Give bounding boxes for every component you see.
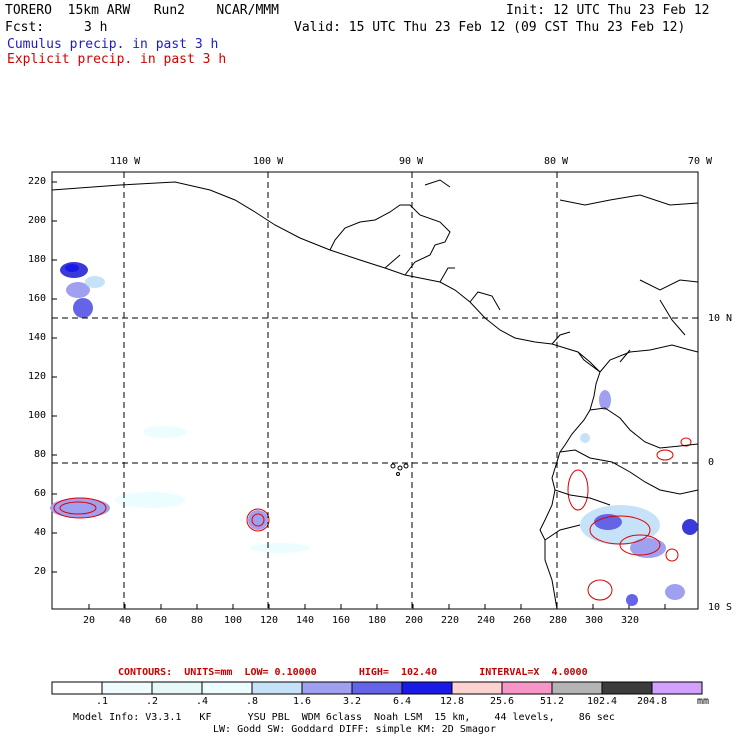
y-tick: 80 xyxy=(34,449,47,460)
model-info-line2: LW: Godd SW: Goddard DIFF: simple KM: 2D… xyxy=(213,724,496,735)
colorbar-tick-label: 51.2 xyxy=(539,696,565,707)
x-tick: 240 xyxy=(477,615,496,626)
colorbar-unit: mm xyxy=(697,696,710,707)
x-tick: 300 xyxy=(585,615,604,626)
model-title: TORERO 15km ARW Run2 NCAR/MMM xyxy=(5,3,279,18)
legend-explicit: Explicit precip. in past 3 h xyxy=(7,52,227,67)
colorbar-tick-label: .1 xyxy=(95,696,109,707)
lon-label-100w: 100 W xyxy=(253,156,284,167)
colorbar-tick-label: 1.6 xyxy=(292,696,312,707)
forecast-value: 3 h xyxy=(84,20,108,35)
colorbar-cell xyxy=(651,681,703,695)
colorbar-cell xyxy=(201,681,253,695)
colorbar-cell xyxy=(251,681,303,695)
lat-label-10s: 10 S xyxy=(708,602,733,613)
x-tick: 120 xyxy=(260,615,279,626)
legend-cumulus: Cumulus precip. in past 3 h xyxy=(7,37,219,52)
init-time: Init: 12 UTC Thu 23 Feb 12 xyxy=(506,3,710,18)
colorbar-cell xyxy=(351,681,403,695)
x-tick: 80 xyxy=(191,615,204,626)
galapagos-islands xyxy=(390,463,409,476)
colorbar-cell xyxy=(101,681,153,695)
x-tick: 280 xyxy=(549,615,568,626)
y-tick: 160 xyxy=(28,293,47,304)
colorbar-tick-label: .4 xyxy=(195,696,209,707)
coastlines xyxy=(51,179,699,610)
x-tick: 260 xyxy=(513,615,532,626)
colorbar-tick-label: .2 xyxy=(145,696,159,707)
x-tick: 100 xyxy=(224,615,243,626)
y-tick: 220 xyxy=(28,176,47,187)
colorbar-tick-label: 102.4 xyxy=(586,696,618,707)
x-tick: 40 xyxy=(119,615,132,626)
explicit-precip-contours xyxy=(53,437,692,601)
colorbar-cell xyxy=(601,681,653,695)
lon-label-70w: 70 W xyxy=(688,156,713,167)
colorbar-tick-label: .8 xyxy=(245,696,259,707)
y-tick: 180 xyxy=(28,254,47,265)
colorbar-tick-label: 204.8 xyxy=(636,696,668,707)
axis-ticks xyxy=(52,181,666,609)
y-tick: 100 xyxy=(28,410,47,421)
forecast-label: Fcst: xyxy=(5,20,45,35)
x-tick: 140 xyxy=(296,615,315,626)
contours-info: CONTOURS: UNITS=mm LOW= 0.10000 HIGH= 10… xyxy=(118,667,588,678)
y-tick: 200 xyxy=(28,215,47,226)
colorbar-tick-label: 3.2 xyxy=(342,696,362,707)
y-tick: 60 xyxy=(34,488,47,499)
x-tick: 180 xyxy=(368,615,387,626)
lon-label-90w: 90 W xyxy=(399,156,424,167)
y-tick: 120 xyxy=(28,371,47,382)
model-info-line1: Model Info: V3.3.1 KF YSU PBL WDM 6class… xyxy=(73,712,615,723)
colorbar-tick-label: 12.8 xyxy=(439,696,465,707)
colorbar-cell xyxy=(501,681,553,695)
x-tick: 220 xyxy=(441,615,460,626)
colorbar-tick-label: 25.6 xyxy=(489,696,515,707)
x-tick: 60 xyxy=(155,615,168,626)
colorbar-tick-label: 6.4 xyxy=(392,696,412,707)
x-tick: 20 xyxy=(83,615,96,626)
y-tick: 40 xyxy=(34,527,47,538)
lon-label-80w: 80 W xyxy=(544,156,569,167)
lat-label-10n: 10 N xyxy=(708,313,733,324)
y-tick: 140 xyxy=(28,332,47,343)
colorbar-cell xyxy=(51,681,103,695)
x-tick: 200 xyxy=(405,615,424,626)
colorbar-cells xyxy=(51,681,703,695)
colorbar-cell xyxy=(301,681,353,695)
graticule xyxy=(52,172,698,609)
x-tick: 160 xyxy=(332,615,351,626)
lon-label-110w: 110 W xyxy=(110,156,141,167)
valid-time: Valid: 15 UTC Thu 23 Feb 12 (09 CST Thu … xyxy=(294,20,686,35)
colorbar-cell xyxy=(151,681,203,695)
x-tick: 320 xyxy=(621,615,640,626)
map-frame xyxy=(51,171,699,610)
colorbar-cell xyxy=(551,681,603,695)
lat-label-0: 0 xyxy=(708,457,715,468)
colorbar-cell xyxy=(451,681,503,695)
colorbar-cell xyxy=(401,681,453,695)
y-tick: 20 xyxy=(34,566,47,577)
